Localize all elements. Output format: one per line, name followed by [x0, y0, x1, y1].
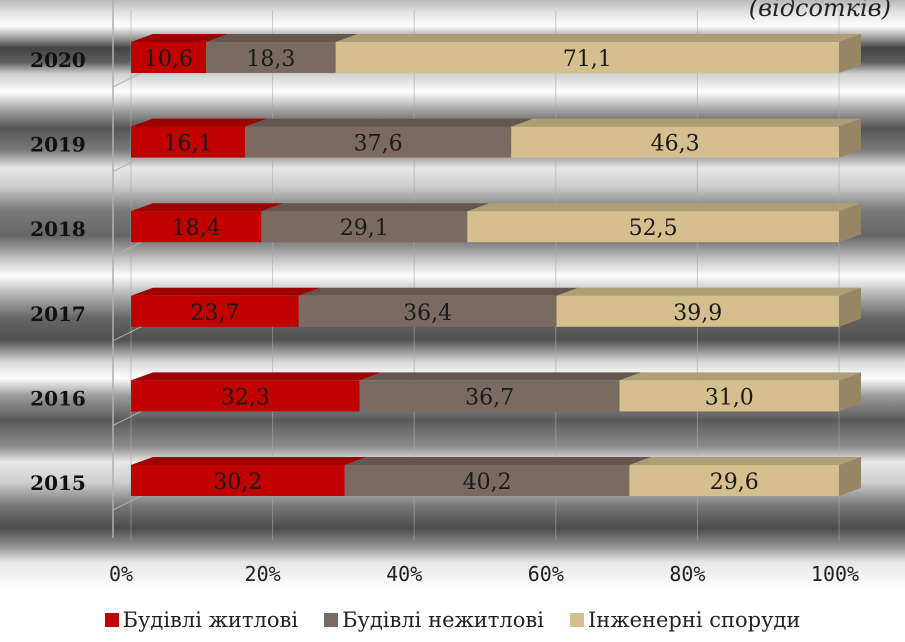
- bar-top-face: [131, 203, 284, 212]
- data-label: 29,6: [710, 470, 759, 495]
- category-label: 2016: [30, 386, 86, 410]
- legend-item-residential: Будівлі житлові: [104, 608, 299, 632]
- bar-segment: [261, 211, 468, 243]
- chart-subtitle: (відсотків): [748, 0, 891, 22]
- category-label: 2019: [30, 133, 86, 157]
- bar-top-face: [298, 287, 579, 296]
- bar-segment: [344, 465, 630, 496]
- data-label: 32,3: [221, 385, 270, 410]
- bar-segment: [131, 380, 360, 412]
- bar-top-face: [131, 34, 229, 42]
- data-label: 36,4: [403, 301, 452, 326]
- data-label: 36,7: [465, 385, 514, 410]
- bar-top-face: [511, 118, 861, 127]
- data-label: 18,3: [246, 47, 295, 72]
- bar-top-face: [206, 34, 358, 42]
- legend-label-engineering: Інженерні споруди: [587, 608, 801, 632]
- legend-item-engineering: Інженерні споруди: [569, 608, 801, 632]
- bar-segment: [359, 380, 620, 412]
- bar-side-face: [839, 457, 861, 496]
- bar-top-face: [261, 203, 490, 212]
- data-label: 37,6: [354, 132, 403, 157]
- x-tick-label: 60%: [528, 562, 564, 586]
- data-label: 18,4: [172, 216, 221, 241]
- bar-side-face: [839, 372, 861, 412]
- data-label: 10,6: [144, 47, 193, 72]
- bar-side-face: [839, 287, 861, 327]
- bar-segment: [556, 295, 839, 327]
- bar-top-face: [131, 372, 382, 381]
- bar-top-face: [556, 287, 861, 296]
- bar-segment: [131, 295, 299, 327]
- bar-top-face: [344, 457, 652, 465]
- bar-segment: [131, 126, 245, 158]
- bar-top-face: [467, 203, 861, 212]
- bar-top-face: [335, 34, 861, 42]
- legend-swatch-residential: [104, 613, 119, 627]
- bar-segment: [206, 42, 336, 73]
- bar-segment: [131, 465, 345, 496]
- bar-side-face: [839, 34, 861, 73]
- x-tick-label: 80%: [669, 562, 705, 586]
- x-tick-label: 40%: [386, 562, 422, 586]
- bar-segment: [131, 211, 262, 243]
- legend-label-nonresidential: Будівлі нежитлові: [342, 608, 544, 632]
- bar-top-face: [131, 118, 267, 127]
- category-label: 2015: [30, 471, 86, 495]
- data-label: 71,1: [563, 47, 612, 72]
- legend-label-residential: Будівлі житлові: [122, 608, 299, 632]
- category-label: 2018: [30, 217, 86, 241]
- bar-segment: [629, 465, 839, 496]
- bar-segment: [298, 295, 557, 327]
- legend-item-nonresidential: Будівлі нежитлові: [324, 608, 544, 632]
- category-label: 2017: [30, 302, 86, 326]
- x-tick-label: 100%: [811, 562, 859, 586]
- category-label: 2020: [30, 48, 86, 72]
- bar-top-face: [131, 457, 367, 465]
- bar-side-face: [839, 118, 861, 158]
- legend-swatch-engineering: [569, 613, 584, 627]
- chart-legend: Будівлі житлові Будівлі нежитлові Інжене…: [0, 608, 905, 632]
- x-tick-label: 0%: [109, 562, 133, 586]
- data-label: 31,0: [705, 385, 754, 410]
- bar-segment: [619, 380, 839, 412]
- bar-segment: [244, 126, 512, 158]
- x-tick-label: 20%: [245, 562, 281, 586]
- data-label: 52,5: [629, 216, 678, 241]
- bar-segment: [335, 42, 839, 73]
- bar-segment: [467, 211, 839, 243]
- bar-top-face: [244, 118, 534, 127]
- bar-top-face: [619, 372, 861, 381]
- bar-top-face: [359, 372, 642, 381]
- data-label: 30,2: [213, 470, 262, 495]
- data-label: 16,1: [164, 132, 213, 157]
- data-label: 40,2: [463, 470, 512, 495]
- bar-segment: [131, 42, 207, 73]
- data-label: 29,1: [340, 216, 389, 241]
- data-label: 23,7: [190, 301, 239, 326]
- legend-swatch-nonresidential: [324, 613, 339, 627]
- bar-side-face: [839, 203, 861, 243]
- bar-top-face: [629, 457, 861, 465]
- data-label: 39,9: [673, 301, 722, 326]
- bar-top-face: [131, 287, 321, 296]
- bar-segment: [511, 126, 839, 158]
- data-label: 46,3: [651, 132, 700, 157]
